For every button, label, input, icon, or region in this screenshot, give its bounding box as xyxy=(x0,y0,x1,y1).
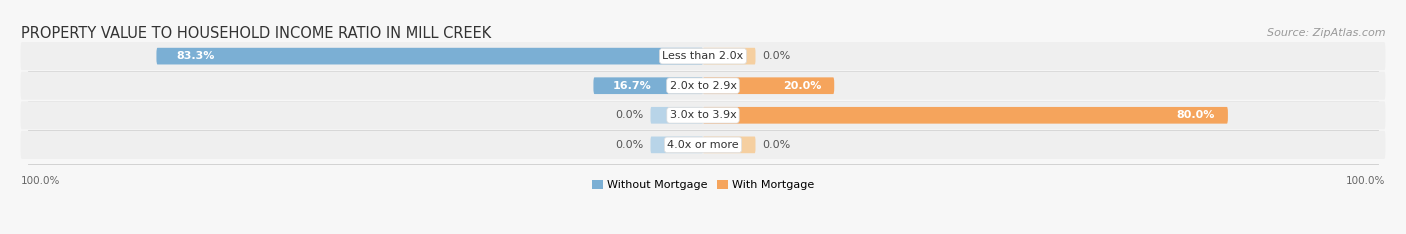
FancyBboxPatch shape xyxy=(651,107,703,124)
FancyBboxPatch shape xyxy=(703,77,834,94)
Text: 20.0%: 20.0% xyxy=(783,81,821,91)
Text: Source: ZipAtlas.com: Source: ZipAtlas.com xyxy=(1267,28,1385,38)
Text: 0.0%: 0.0% xyxy=(616,110,644,120)
Text: 0.0%: 0.0% xyxy=(762,51,790,61)
Text: 3.0x to 3.9x: 3.0x to 3.9x xyxy=(669,110,737,120)
FancyBboxPatch shape xyxy=(156,48,703,65)
Text: 0.0%: 0.0% xyxy=(762,140,790,150)
FancyBboxPatch shape xyxy=(703,48,755,65)
Text: 4.0x or more: 4.0x or more xyxy=(668,140,738,150)
FancyBboxPatch shape xyxy=(651,136,703,153)
FancyBboxPatch shape xyxy=(21,42,1385,70)
FancyBboxPatch shape xyxy=(21,131,1385,159)
FancyBboxPatch shape xyxy=(703,107,1227,124)
FancyBboxPatch shape xyxy=(21,72,1385,100)
Text: 100.0%: 100.0% xyxy=(21,176,60,186)
Text: 83.3%: 83.3% xyxy=(176,51,215,61)
Text: 16.7%: 16.7% xyxy=(613,81,652,91)
FancyBboxPatch shape xyxy=(593,77,703,94)
Text: 80.0%: 80.0% xyxy=(1177,110,1215,120)
Text: 100.0%: 100.0% xyxy=(1346,176,1385,186)
Text: 2.0x to 2.9x: 2.0x to 2.9x xyxy=(669,81,737,91)
FancyBboxPatch shape xyxy=(21,101,1385,129)
Legend: Without Mortgage, With Mortgage: Without Mortgage, With Mortgage xyxy=(588,175,818,194)
Text: 0.0%: 0.0% xyxy=(616,140,644,150)
Text: Less than 2.0x: Less than 2.0x xyxy=(662,51,744,61)
FancyBboxPatch shape xyxy=(703,136,755,153)
Text: PROPERTY VALUE TO HOUSEHOLD INCOME RATIO IN MILL CREEK: PROPERTY VALUE TO HOUSEHOLD INCOME RATIO… xyxy=(21,26,491,40)
